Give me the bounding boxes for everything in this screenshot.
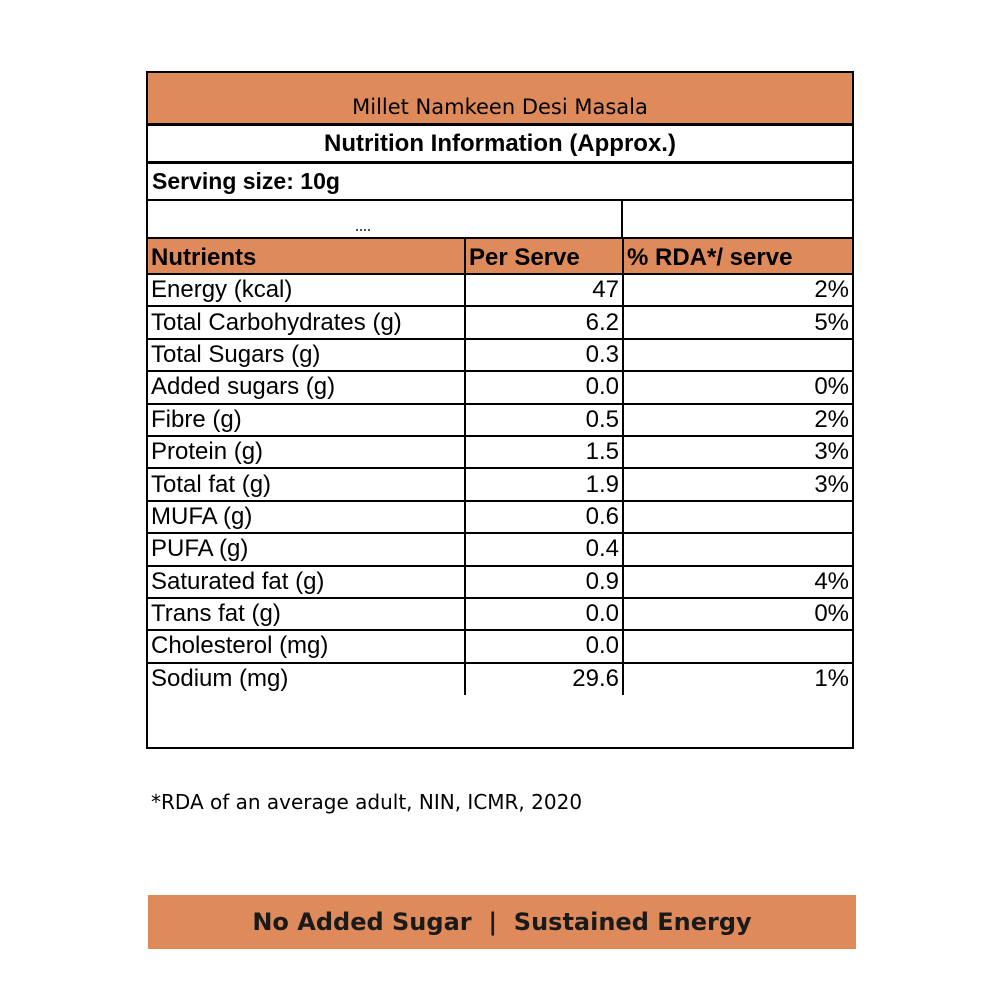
table-row: Energy (kcal) 47 2% <box>148 272 852 308</box>
rda-value: 1% <box>622 661 852 696</box>
product-title: Millet Namkeen Desi Masala <box>148 73 852 126</box>
table-row: Total Sugars (g) 0.3 <box>148 337 852 373</box>
rda-value <box>622 499 852 535</box>
rda-value <box>622 532 852 567</box>
table-row: Added sugars (g) 0.0 0% <box>148 370 852 405</box>
per-serve-value: 0.4 <box>464 532 624 567</box>
rda-value: 0% <box>622 596 852 632</box>
table-row: Total fat (g) 1.9 3% <box>148 467 852 502</box>
nutrient-name: Added sugars (g) <box>148 370 466 405</box>
per-serve-value: 0.3 <box>464 337 624 373</box>
nutrient-name: Total Sugars (g) <box>148 337 466 373</box>
rda-value: 2% <box>622 402 852 437</box>
blank-row-divider <box>621 201 623 239</box>
table-row: PUFA (g) 0.4 <box>148 532 852 567</box>
per-serve-value: 6.2 <box>464 305 624 340</box>
per-serve-value: 0.5 <box>464 402 624 437</box>
nutrient-name: Total fat (g) <box>148 467 466 502</box>
nutrition-table: Nutrients Per Serve % RDA*/ serve Energy… <box>148 239 852 696</box>
nutrient-name: Fibre (g) <box>148 402 466 437</box>
table-row: Total Carbohydrates (g) 6.2 5% <box>148 305 852 340</box>
nutrient-name: Trans fat (g) <box>148 596 466 632</box>
rda-value: 4% <box>622 564 852 599</box>
header-nutrients: Nutrients <box>148 239 466 275</box>
table-row: Cholesterol (mg) 0.0 <box>148 629 852 664</box>
nutrient-name: Cholesterol (mg) <box>148 629 466 664</box>
nutrient-name: PUFA (g) <box>148 532 466 567</box>
nutrition-table-body: Energy (kcal) 47 2% Total Carbohydrates (g)… <box>148 272 852 696</box>
rda-value <box>622 629 852 664</box>
header-rda: % RDA*/ serve <box>622 239 852 275</box>
table-row: MUFA (g) 0.6 <box>148 499 852 535</box>
per-serve-value: 1.9 <box>464 467 624 502</box>
per-serve-value: 47 <box>464 272 624 308</box>
table-row: Sodium (mg) 29.6 1% <box>148 661 852 696</box>
nutrient-name: MUFA (g) <box>148 499 466 535</box>
per-serve-value: 0.0 <box>464 629 624 664</box>
nutrient-name: Saturated fat (g) <box>148 564 466 599</box>
rda-value: 2% <box>622 272 852 308</box>
nutrition-label: Millet Namkeen Desi Masala Nutrition Inf… <box>146 71 854 749</box>
table-row: Fibre (g) 0.5 2% <box>148 402 852 437</box>
serving-size: Serving size: 10g <box>148 164 852 201</box>
table-row: Saturated fat (g) 0.9 4% <box>148 564 852 599</box>
rda-value: 5% <box>622 305 852 340</box>
rda-value <box>622 337 852 373</box>
blank-row-marks <box>356 229 370 233</box>
nutrient-name: Protein (g) <box>148 434 466 470</box>
nutrient-name: Energy (kcal) <box>148 272 466 308</box>
per-serve-value: 29.6 <box>464 661 624 696</box>
rda-value: 3% <box>622 467 852 502</box>
per-serve-value: 0.0 <box>464 370 624 405</box>
rda-value: 3% <box>622 434 852 470</box>
per-serve-value: 0.9 <box>464 564 624 599</box>
rda-footnote: *RDA of an average adult, NIN, ICMR, 202… <box>151 790 583 814</box>
header-per-serve: Per Serve <box>464 239 624 275</box>
nutrition-heading: Nutrition Information (Approx.) <box>148 126 852 164</box>
nutrient-name: Total Carbohydrates (g) <box>148 305 466 340</box>
table-row: Trans fat (g) 0.0 0% <box>148 596 852 632</box>
blank-row <box>148 201 852 239</box>
per-serve-value: 0.0 <box>464 596 624 632</box>
nutrient-name: Sodium (mg) <box>148 661 466 696</box>
per-serve-value: 1.5 <box>464 434 624 470</box>
table-header-row: Nutrients Per Serve % RDA*/ serve <box>148 239 852 275</box>
per-serve-value: 0.6 <box>464 499 624 535</box>
rda-value: 0% <box>622 370 852 405</box>
claims-banner: No Added Sugar | Sustained Energy <box>148 895 856 949</box>
table-row: Protein (g) 1.5 3% <box>148 434 852 470</box>
